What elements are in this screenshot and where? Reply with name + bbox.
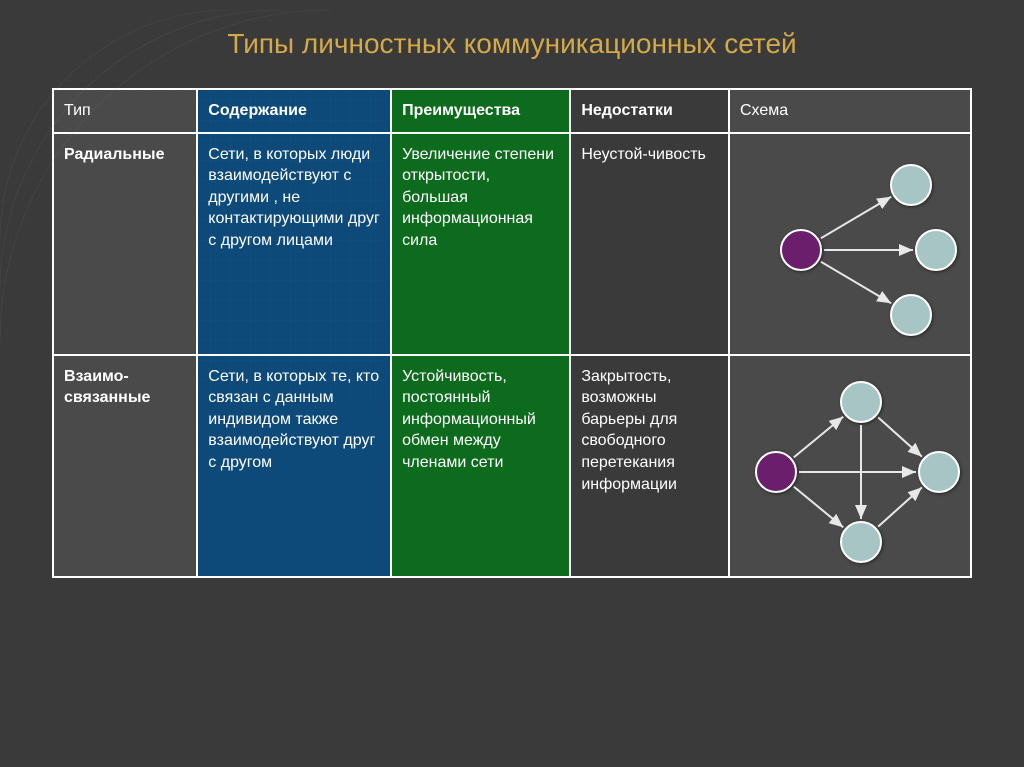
table-row: Радиальные Сети, в которых люди взаимоде… <box>53 133 971 355</box>
header-advantages: Преимущества <box>391 89 570 133</box>
row-label-radial: Радиальные <box>53 133 197 355</box>
node-center <box>755 451 797 493</box>
node-outer <box>918 451 960 493</box>
header-type: Тип <box>53 89 197 133</box>
cell-scheme-interconnected <box>729 355 971 577</box>
header-scheme: Схема <box>729 89 971 133</box>
header-row: Тип Содержание Преимущества Недостатки С… <box>53 89 971 133</box>
cell-disadvantages: Закрытость, возможны барьеры для свободн… <box>570 355 729 577</box>
page-title: Типы личностных коммуникационных сетей <box>0 0 1024 88</box>
cell-advantages: Устойчивость, постоянный информационный … <box>391 355 570 577</box>
row-label-interconnected: Взаимо-связанные <box>53 355 197 577</box>
interconnected-diagram <box>740 366 960 566</box>
node-outer <box>915 229 957 271</box>
radial-diagram <box>740 144 960 344</box>
node-outer <box>840 521 882 563</box>
table-row: Взаимо-связанные Сети, в которых те, кто… <box>53 355 971 577</box>
cell-scheme-radial <box>729 133 971 355</box>
header-disadvantages: Недостатки <box>570 89 729 133</box>
node-center <box>780 229 822 271</box>
networks-table: Тип Содержание Преимущества Недостатки С… <box>52 88 972 578</box>
node-outer <box>890 164 932 206</box>
cell-content: Сети, в которых люди взаимодействуют с д… <box>197 133 391 355</box>
node-outer <box>840 381 882 423</box>
cell-content: Сети, в которых те, кто связан с данным … <box>197 355 391 577</box>
header-content: Содержание <box>197 89 391 133</box>
cell-advantages: Увеличение степени открытости, большая и… <box>391 133 570 355</box>
node-outer <box>890 294 932 336</box>
cell-disadvantages: Неустой-чивость <box>570 133 729 355</box>
